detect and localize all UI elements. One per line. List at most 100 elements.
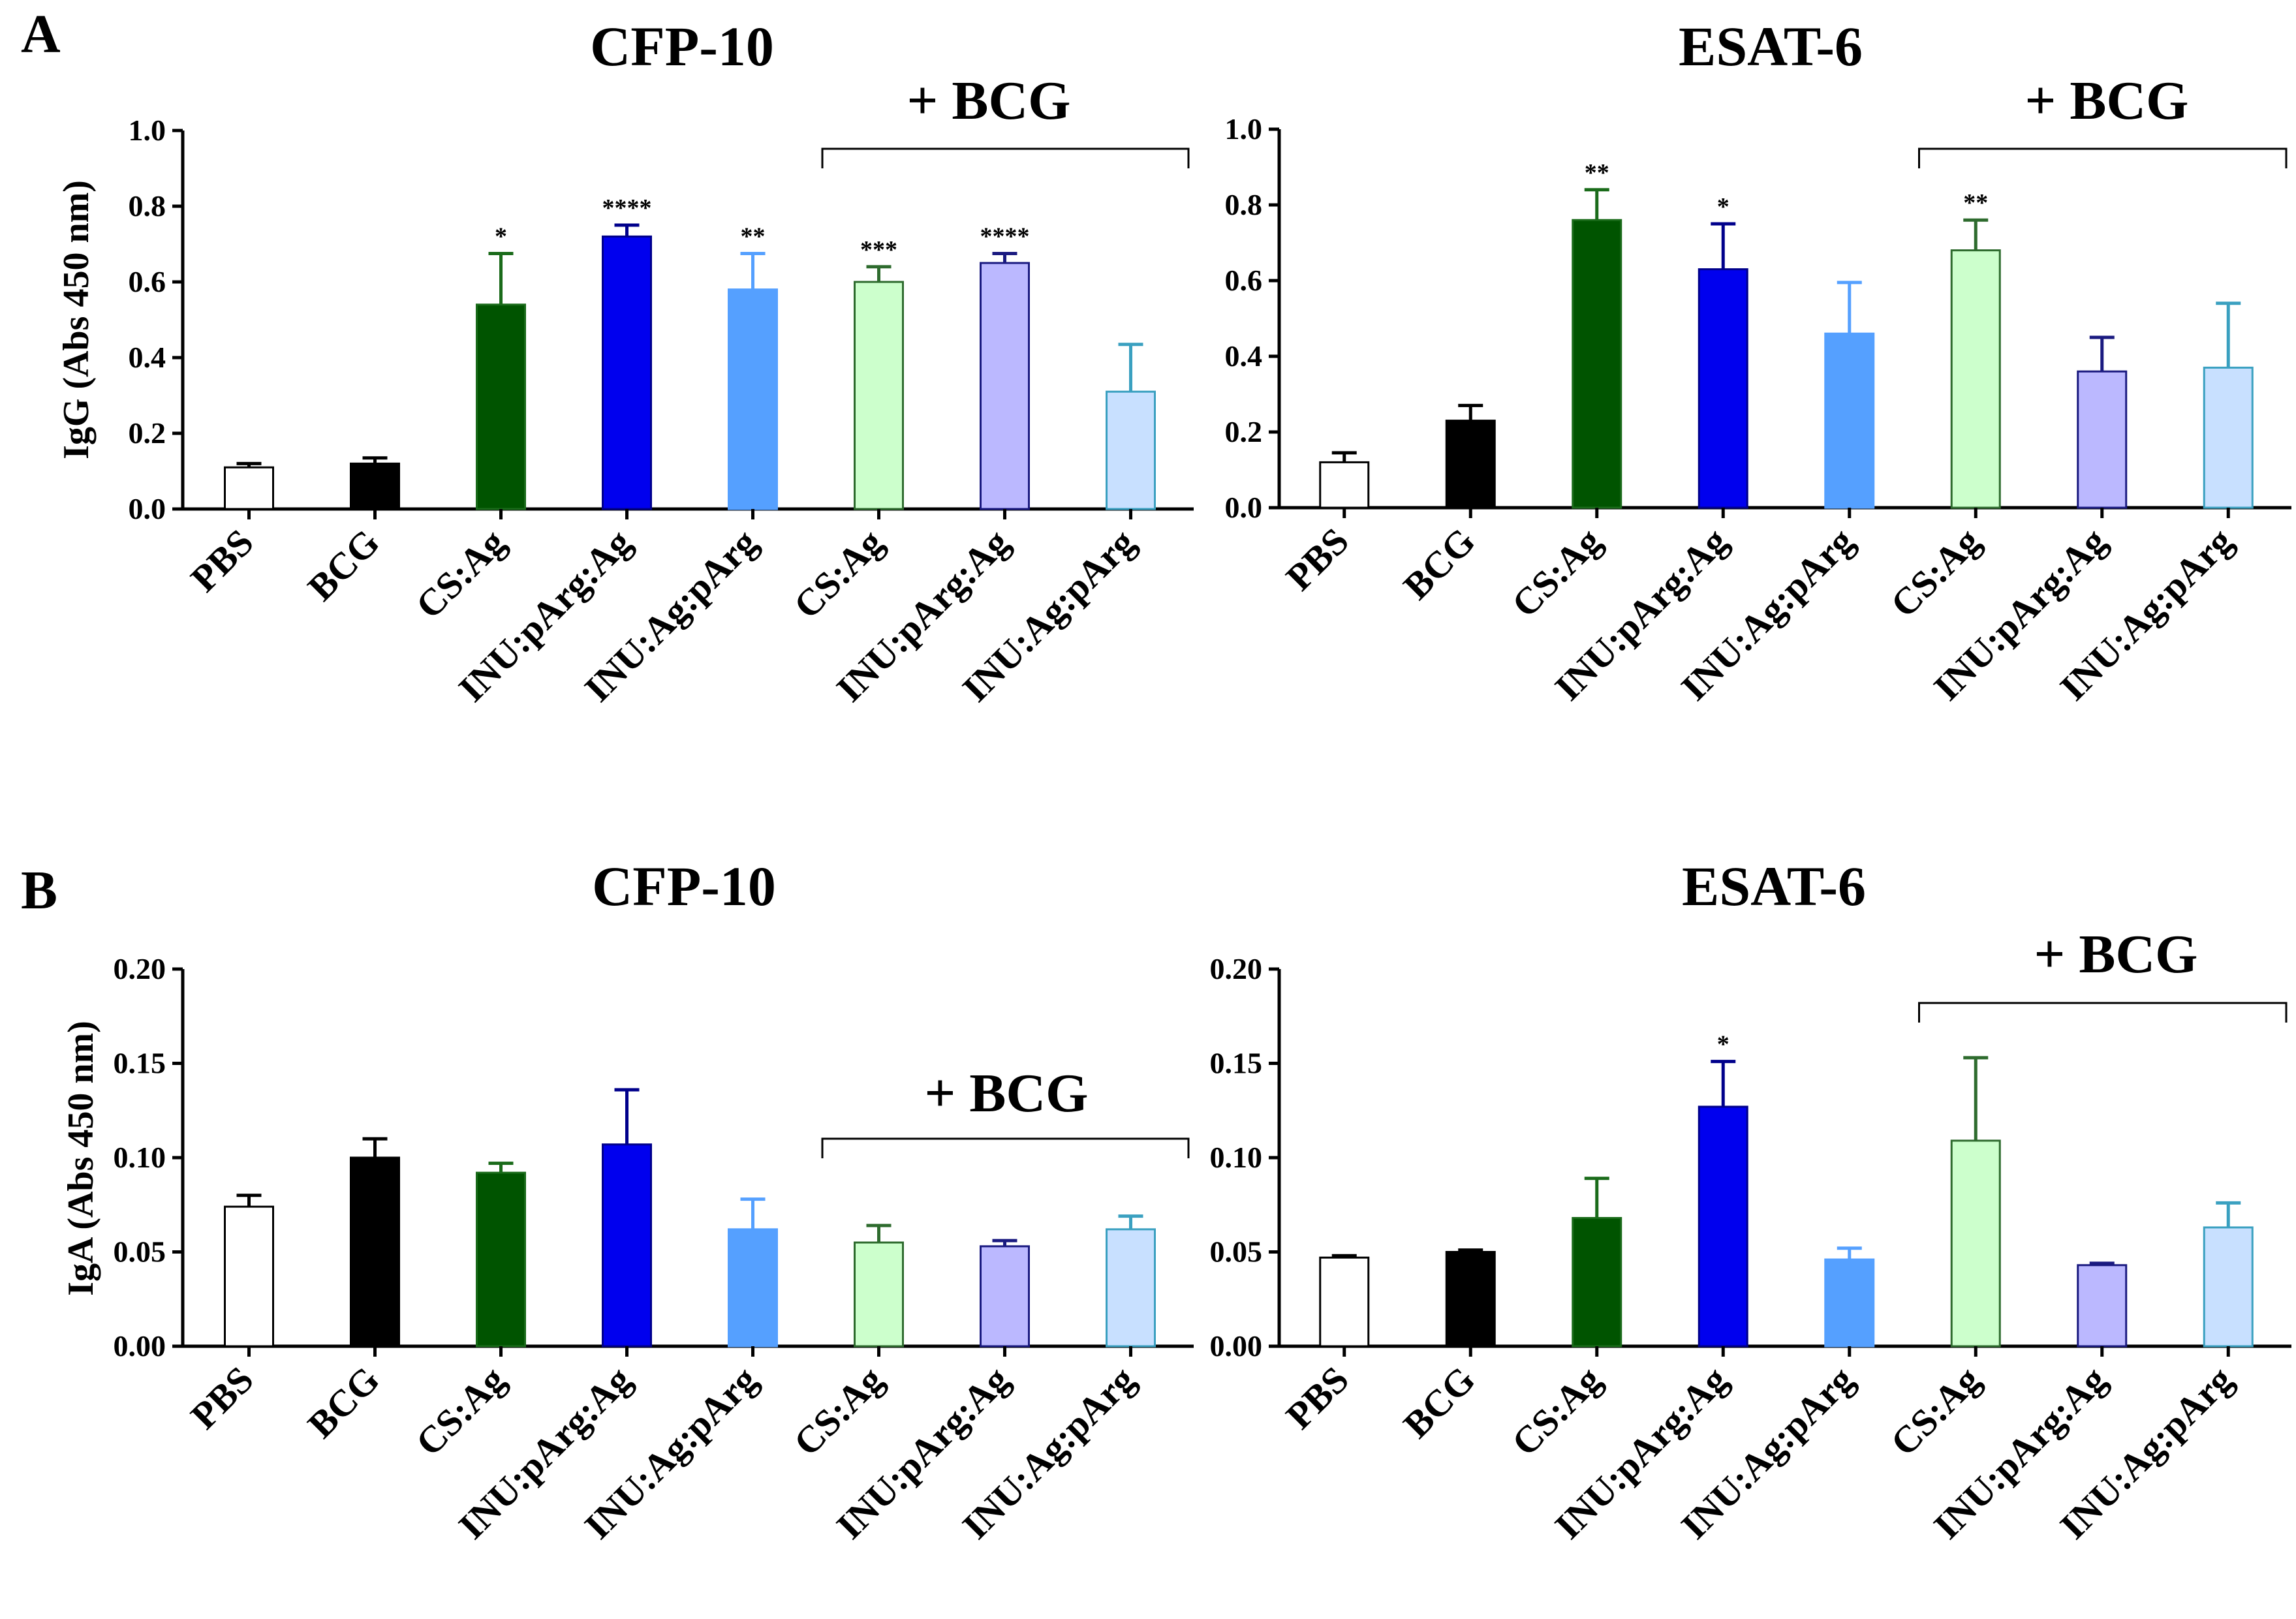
chart-title: CFP-10 bbox=[592, 855, 776, 917]
bar bbox=[980, 262, 1030, 510]
bcg-bracket bbox=[821, 147, 1190, 168]
chart-igg-cfp10: CFP-10 IgG (Abs 450 nm) 0.0 0.2 0.4 0.6 0.8 1.0… bbox=[56, 15, 1194, 710]
bar bbox=[476, 1171, 526, 1348]
bar bbox=[1572, 1216, 1622, 1348]
bar bbox=[1319, 461, 1370, 509]
panel-letter-a: A bbox=[21, 4, 61, 65]
bar bbox=[1824, 332, 1875, 509]
y-tick-label: 0.2 bbox=[1225, 415, 1263, 448]
y-tick-label: 0.20 bbox=[1210, 952, 1263, 985]
y-tick-label: 0.15 bbox=[1210, 1047, 1263, 1080]
y-axis-label: IgA (Abs 450 nm) bbox=[61, 1021, 101, 1296]
y-tick-label: 1.0 bbox=[1225, 112, 1263, 146]
x-tick-label: CS:Ag bbox=[786, 1358, 892, 1464]
x-tick-label: CS:Ag bbox=[408, 1358, 514, 1464]
significance-marker: * bbox=[1717, 193, 1730, 221]
bar bbox=[350, 1156, 400, 1348]
significance-marker: **** bbox=[602, 194, 652, 222]
y-tick-label: 0.8 bbox=[129, 189, 166, 223]
y-tick-label: 0.00 bbox=[1210, 1329, 1263, 1363]
bcg-group-label: + BCG bbox=[2025, 70, 2189, 131]
bar bbox=[1698, 1105, 1748, 1348]
bcg-group-label: + BCG bbox=[2034, 924, 2198, 985]
significance-marker: ** bbox=[1585, 159, 1609, 187]
y-tick-label: 0.6 bbox=[1225, 264, 1263, 297]
significance-marker: *** bbox=[860, 236, 897, 264]
bar bbox=[854, 1241, 904, 1348]
x-tick-label: PBS bbox=[183, 1358, 262, 1437]
x-tick-label: CS:Ag bbox=[408, 521, 514, 626]
x-tick-label: BCG bbox=[300, 1358, 388, 1446]
y-tick-label: 0.2 bbox=[129, 416, 166, 450]
y-tick-label: 0.05 bbox=[114, 1235, 166, 1269]
significance-marker: ** bbox=[741, 223, 766, 251]
bcg-bracket bbox=[821, 1137, 1190, 1158]
bar bbox=[1950, 1139, 2001, 1348]
x-tick-label: PBS bbox=[1278, 1358, 1357, 1437]
y-tick-label: 0.0 bbox=[129, 492, 166, 525]
y-tick-label: 0.0 bbox=[1225, 491, 1263, 524]
bar bbox=[224, 1205, 274, 1348]
x-tick-label: CS:Ag bbox=[1882, 1358, 1988, 1464]
x-tick-label: CS:Ag bbox=[1504, 519, 1609, 625]
y-tick-label: 0.05 bbox=[1210, 1235, 1263, 1269]
bar bbox=[2203, 366, 2254, 509]
significance-marker: * bbox=[1717, 1031, 1730, 1058]
bcg-group-label: + BCG bbox=[907, 70, 1071, 131]
y-tick-label: 1.0 bbox=[129, 114, 166, 147]
bar bbox=[1106, 1228, 1156, 1348]
x-tick-label: BCG bbox=[1395, 519, 1483, 608]
y-tick-label: 0.10 bbox=[1210, 1141, 1263, 1174]
y-tick-label: 0.6 bbox=[129, 265, 166, 298]
y-tick-label: 0.00 bbox=[114, 1329, 166, 1363]
significance-marker: ** bbox=[1963, 189, 1988, 217]
bar bbox=[1106, 390, 1156, 510]
bcg-bracket bbox=[1918, 147, 2288, 168]
bar bbox=[728, 1228, 778, 1348]
bar bbox=[1824, 1258, 1875, 1348]
bar bbox=[476, 303, 526, 510]
bar bbox=[1698, 268, 1748, 509]
bar bbox=[1572, 219, 1622, 509]
bar bbox=[1445, 420, 1496, 509]
x-tick-label: BCG bbox=[1395, 1358, 1483, 1446]
bar bbox=[602, 235, 652, 510]
chart-title: ESAT-6 bbox=[1682, 855, 1866, 917]
chart-iga-cfp10: CFP-10 IgA (Abs 450 nm) 0.00 0.05 0.10 0.15 0.… bbox=[61, 855, 1194, 1547]
significance-marker: * bbox=[495, 223, 507, 251]
bar bbox=[2203, 1226, 2254, 1348]
bar bbox=[980, 1245, 1030, 1348]
y-tick-label: 0.4 bbox=[129, 341, 166, 374]
x-tick-label: PBS bbox=[183, 521, 262, 600]
bar bbox=[1445, 1251, 1496, 1348]
bar bbox=[2077, 1264, 2128, 1348]
x-tick-label: CS:Ag bbox=[1504, 1358, 1609, 1464]
chart-title: ESAT-6 bbox=[1679, 15, 1863, 78]
bar bbox=[1950, 249, 2001, 509]
bcg-group-label: + BCG bbox=[925, 1063, 1089, 1124]
x-tick-label: CS:Ag bbox=[1882, 519, 1988, 625]
x-tick-label: BCG bbox=[300, 521, 388, 609]
bar bbox=[854, 281, 904, 510]
x-tick-label: PBS bbox=[1278, 519, 1357, 598]
bar bbox=[2077, 370, 2128, 509]
bar bbox=[602, 1143, 652, 1348]
bcg-bracket bbox=[1918, 1002, 2288, 1023]
y-axis-label: IgG (Abs 450 nm) bbox=[56, 180, 97, 459]
bar bbox=[728, 288, 778, 510]
bar bbox=[350, 462, 400, 510]
y-tick-label: 0.10 bbox=[114, 1141, 166, 1174]
y-tick-label: 0.20 bbox=[114, 952, 166, 985]
y-tick-label: 0.15 bbox=[114, 1047, 166, 1080]
y-tick-label: 0.4 bbox=[1225, 339, 1263, 373]
x-tick-label: CS:Ag bbox=[786, 521, 892, 626]
significance-marker: **** bbox=[980, 223, 1030, 251]
bar bbox=[224, 466, 274, 510]
bar bbox=[1319, 1256, 1370, 1348]
y-tick-label: 0.8 bbox=[1225, 188, 1263, 221]
chart-title: CFP-10 bbox=[590, 15, 774, 78]
panel-letter-b: B bbox=[21, 860, 57, 921]
